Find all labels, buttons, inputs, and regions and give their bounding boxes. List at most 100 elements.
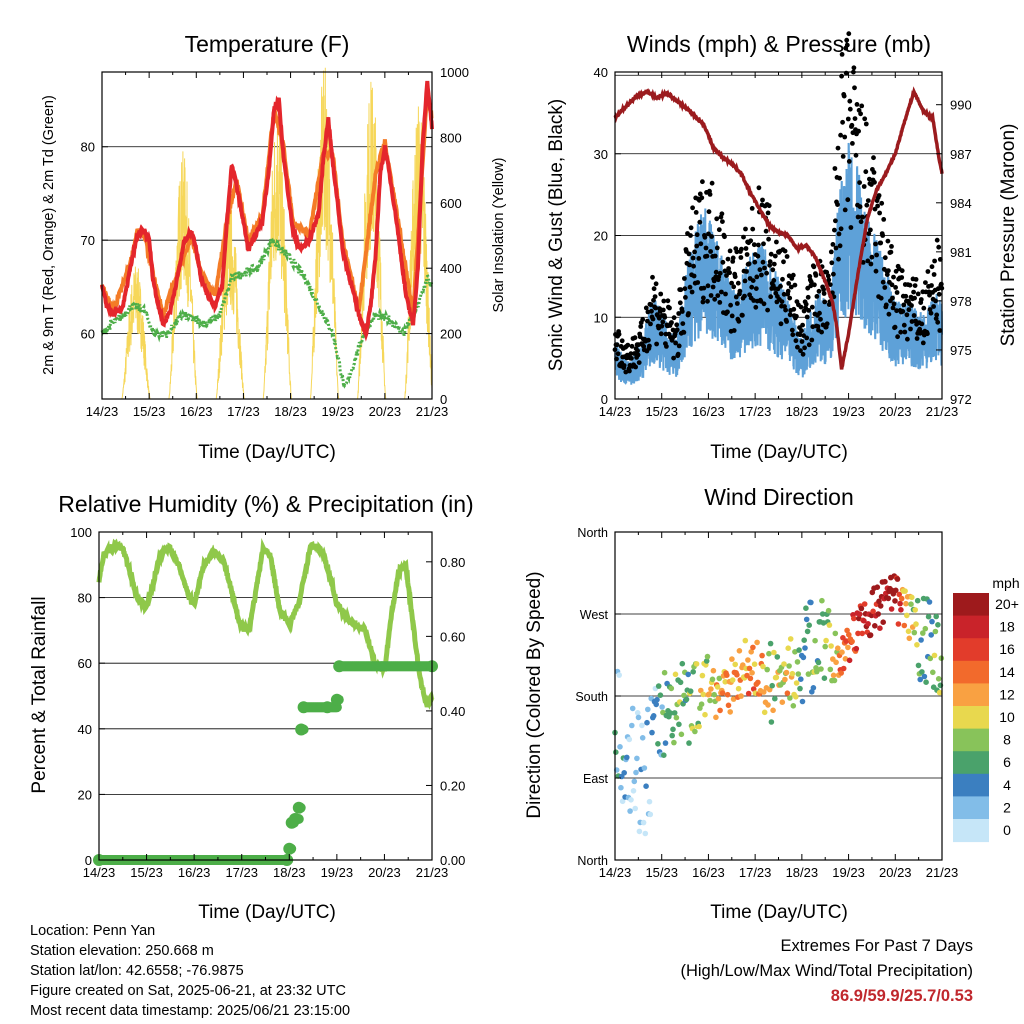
direction-point <box>734 672 740 678</box>
gust-point <box>654 341 659 347</box>
direction-point <box>629 722 635 729</box>
gust-point <box>722 268 728 274</box>
direction-point <box>806 622 812 628</box>
gust-point <box>804 314 810 320</box>
gust-point <box>676 343 682 349</box>
direction-point <box>703 658 710 664</box>
gust-point <box>925 331 930 337</box>
gust-point <box>650 274 655 280</box>
winds-xtick-label: 15/23 <box>645 404 678 419</box>
gust-point <box>880 233 886 238</box>
gust-point <box>772 253 778 259</box>
gust-point <box>690 205 695 211</box>
colorbar-swatch <box>953 706 989 730</box>
colorbar-label: 18 <box>999 619 1015 635</box>
direction-point <box>843 638 849 644</box>
gust-point <box>616 331 622 337</box>
gust-point <box>744 252 750 257</box>
temperature-panel <box>100 67 434 400</box>
humidity-axes <box>98 531 433 861</box>
gust-point <box>701 295 706 301</box>
gust-point <box>687 284 693 290</box>
direction-point <box>865 621 871 627</box>
gust-point <box>901 302 907 308</box>
gust-point <box>850 141 855 146</box>
gust-point <box>878 240 884 246</box>
gust-point <box>778 283 783 289</box>
direction-point <box>722 679 728 685</box>
direction-point <box>686 740 692 746</box>
gust-point <box>878 295 884 301</box>
direction-point <box>908 601 914 607</box>
direction-point <box>925 613 932 620</box>
gust-point <box>687 262 692 268</box>
direction-point <box>750 686 757 692</box>
direction-point <box>915 662 922 669</box>
gust-point <box>645 309 651 315</box>
gust-point <box>643 305 649 311</box>
direction-point <box>840 665 847 672</box>
direction-axes <box>614 531 943 861</box>
direction-point <box>827 666 834 673</box>
gust-point <box>651 286 657 292</box>
direction-point <box>787 695 793 701</box>
winds-panel <box>612 31 945 400</box>
gust-point <box>792 282 798 288</box>
gust-point <box>849 122 855 128</box>
gust-point <box>872 179 877 185</box>
direction-point <box>913 621 919 627</box>
gust-point <box>697 191 703 197</box>
gust-point <box>741 234 746 240</box>
direction-point <box>657 692 664 698</box>
winds-ytick-right-label: 987 <box>950 147 972 162</box>
gust-point <box>885 238 891 244</box>
direction-point <box>799 698 806 705</box>
direction-point <box>793 694 799 700</box>
direction-point <box>802 645 808 651</box>
gust-point <box>785 288 791 294</box>
gust-point <box>648 321 653 327</box>
gust-point <box>917 326 923 332</box>
temperature-ytick-label: 80 <box>81 140 95 155</box>
temperature-axes <box>101 71 433 400</box>
direction-point <box>790 703 797 709</box>
direction-point <box>820 620 827 626</box>
humidity-xtick-label: 14/23 <box>83 865 116 880</box>
direction-point <box>901 622 908 629</box>
humidity-xtick-label: 17/23 <box>225 865 258 880</box>
direction-point <box>846 631 852 638</box>
direction-point <box>787 636 794 642</box>
direction-point <box>671 739 677 746</box>
direction-point <box>832 630 839 637</box>
direction-point <box>655 741 661 747</box>
direction-point <box>773 674 780 681</box>
direction-point <box>643 783 649 789</box>
temperature-xtick-label: 14/23 <box>86 404 119 419</box>
gust-point <box>844 37 850 43</box>
gust-point <box>675 351 681 357</box>
direction-point <box>630 788 637 794</box>
direction-point <box>754 639 760 646</box>
winds-xtick-label: 16/23 <box>692 404 725 419</box>
temperature-ytick-right-label: 1000 <box>440 65 469 80</box>
gust-point <box>876 193 882 198</box>
humidity-ytick-label: 0 <box>85 853 92 868</box>
direction-point <box>898 595 905 602</box>
gust-point <box>691 273 697 279</box>
direction-point <box>885 595 892 602</box>
winds-ytick-right-label: 984 <box>950 196 972 211</box>
gust-point <box>825 273 831 279</box>
winds-axes <box>614 71 943 400</box>
gust-point <box>895 334 900 340</box>
gust-point <box>669 320 674 325</box>
gust-point <box>694 232 700 238</box>
gust-point <box>746 261 752 267</box>
humidity-ytick-right-label: 0.60 <box>440 629 465 644</box>
gust-point <box>835 202 840 208</box>
temperature-xtick-label: 17/23 <box>227 404 260 419</box>
humidity-xtick-label: 20/23 <box>368 865 401 880</box>
direction-point <box>782 676 788 683</box>
gust-point <box>714 245 720 251</box>
direction-point <box>619 798 626 805</box>
gust-point <box>766 203 772 209</box>
